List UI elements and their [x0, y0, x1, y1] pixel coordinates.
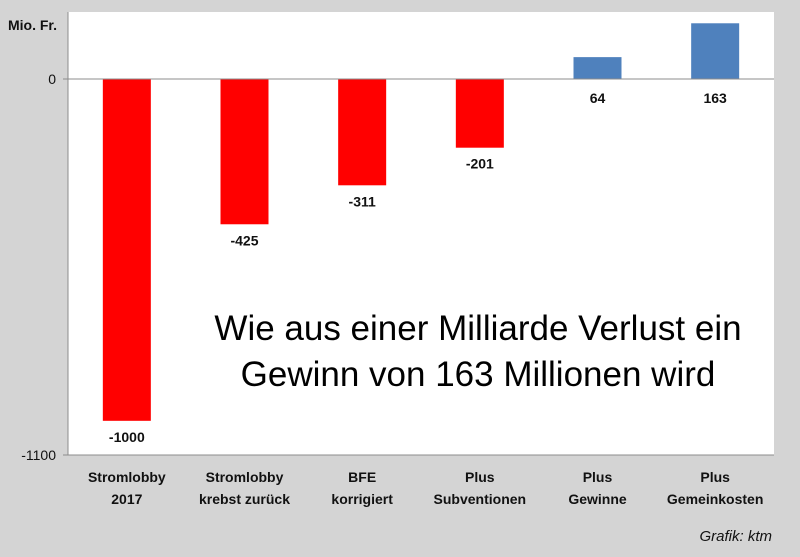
x-tick-label: krebst zurück — [199, 491, 290, 507]
plot-area — [68, 12, 774, 455]
x-tick-label: Gewinne — [568, 491, 627, 507]
x-tick-label: Gemeinkosten — [667, 491, 763, 507]
x-tick-label: Plus — [583, 469, 613, 485]
data-label: -311 — [349, 193, 376, 209]
bar — [691, 23, 740, 79]
y-tick-label: 0 — [48, 71, 56, 87]
x-tick-label: 2017 — [111, 491, 142, 507]
data-label: -425 — [230, 232, 258, 248]
chart-title-line: Gewinn von 163 Millionen wird — [241, 355, 716, 394]
chart-title: Wie aus einer Milliarde Verlust ein Gewin… — [214, 309, 741, 394]
data-label: -201 — [466, 156, 494, 172]
bar — [455, 79, 504, 148]
bar — [220, 79, 269, 225]
x-tick-label: BFE — [348, 469, 376, 485]
y-axis-title: Mio. Fr. — [8, 17, 57, 33]
x-tick-label: Plus — [465, 469, 495, 485]
x-tick-label: Plus — [700, 469, 730, 485]
x-tick-label: Stromlobby — [206, 469, 284, 485]
bar — [573, 57, 622, 79]
data-label: -1000 — [109, 429, 145, 445]
bar — [102, 79, 151, 421]
chart-title-line: Wie aus einer Milliarde Verlust ein — [214, 309, 741, 348]
x-tick-label: Subventionen — [434, 491, 527, 507]
bar — [338, 79, 387, 186]
y-tick-label: -1100 — [21, 447, 56, 463]
x-tick-label: korrigiert — [331, 491, 393, 507]
x-tick-label: Stromlobby — [88, 469, 166, 485]
credit-text: Grafik: ktm — [699, 528, 772, 545]
data-label: 64 — [590, 90, 606, 106]
bars-layer: -1000 -425 -311 -201 64 163 — [102, 23, 740, 445]
data-label: 163 — [703, 90, 727, 106]
